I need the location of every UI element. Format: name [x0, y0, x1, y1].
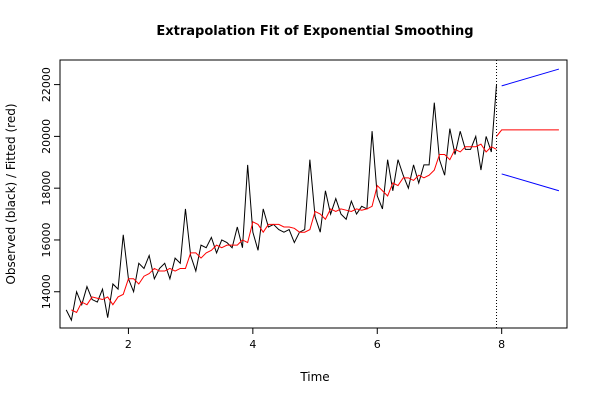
series-forecast-line [496, 129, 559, 137]
series-layer [65, 68, 560, 322]
y-tick-label: 16000 [40, 222, 53, 257]
chart-title: Extrapolation Fit of Exponential Smoothi… [156, 24, 473, 39]
x-tick-label: 2 [125, 338, 132, 351]
y-tick-label: 22000 [40, 67, 53, 102]
series-lower-bound-line [501, 173, 560, 192]
y-axis: 14000 16000 18000 20000 22000 [40, 67, 61, 309]
y-axis-label: Observed (black) / Fitted (red) [4, 103, 18, 284]
series-upper-bound-line [501, 68, 560, 87]
series-fitted-line [71, 143, 497, 314]
plot-frame [59, 59, 568, 329]
series-observed-line [65, 84, 497, 322]
x-axis-label: Time [299, 370, 329, 384]
y-tick-label: 14000 [40, 274, 53, 309]
x-tick-label: 8 [498, 338, 505, 351]
x-axis: 2 4 6 8 [125, 327, 505, 351]
x-tick-label: 4 [249, 338, 256, 351]
y-tick-label: 20000 [40, 119, 53, 154]
y-tick-label: 18000 [40, 171, 53, 206]
x-tick-label: 6 [374, 338, 381, 351]
